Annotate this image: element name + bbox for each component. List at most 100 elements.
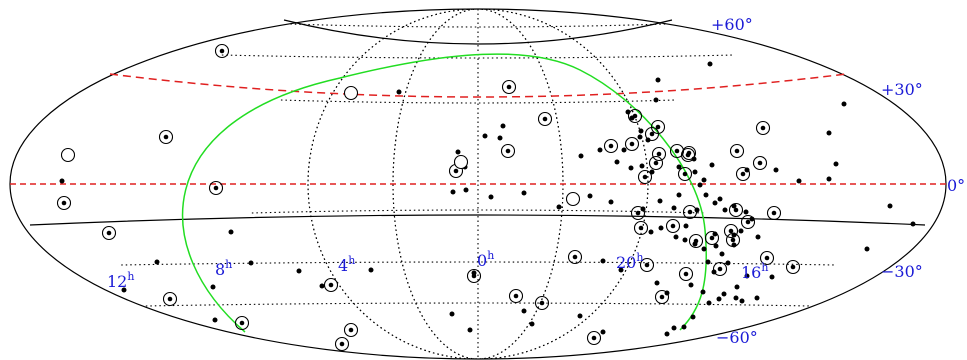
circled-source-ring-3 — [56, 195, 72, 211]
circled-source-ring-9 — [334, 336, 350, 352]
source-dot-48 — [744, 273, 750, 279]
source-dot-54 — [826, 176, 832, 182]
ra-label-20h: 20h — [616, 251, 643, 272]
source-dot-13 — [621, 147, 627, 153]
source-dot-50 — [769, 274, 775, 280]
source-dot-56 — [864, 246, 870, 252]
source-dot-47 — [734, 284, 740, 290]
circled-source-dot-46 — [683, 271, 689, 277]
circled-source-dot-44 — [764, 255, 770, 261]
source-dot-59 — [497, 135, 503, 141]
circled-source-dot-1 — [163, 134, 169, 140]
circled-source-dot-16 — [539, 300, 545, 306]
source-dot-38 — [701, 246, 707, 252]
circled-source-dot-42 — [730, 237, 736, 243]
source-dot-99 — [228, 229, 234, 235]
source-dot-60 — [500, 123, 506, 129]
source-dot-18 — [676, 164, 682, 170]
circled-source-dot-32 — [760, 125, 766, 131]
circled-source-ring-33 — [728, 202, 744, 218]
open-circle-source-1 — [343, 85, 359, 101]
source-dot-79 — [600, 258, 606, 264]
circled-source-ring-0 — [214, 43, 230, 59]
circled-source-ring-51 — [651, 146, 667, 162]
source-dot-3 — [653, 97, 659, 103]
circled-source-ring-28 — [680, 147, 696, 163]
source-dot-81 — [654, 280, 660, 286]
circled-source-ring-48 — [654, 289, 670, 305]
source-dot-19 — [692, 169, 698, 175]
source-dot-69 — [587, 193, 593, 199]
circled-source-dot-48 — [659, 294, 665, 300]
green-curve — [181, 53, 708, 333]
source-dot-53 — [796, 178, 802, 184]
source-dot-75 — [648, 229, 654, 235]
circled-source-dot-3 — [61, 200, 67, 206]
source-dot-25 — [717, 196, 723, 202]
source-dot-49 — [754, 295, 760, 301]
source-dot-22 — [697, 182, 703, 188]
circled-source-dot-38 — [670, 223, 676, 229]
source-dot-72 — [657, 198, 663, 204]
latitude-line-3 — [251, 209, 705, 214]
dec-label-3: −30° — [881, 262, 923, 281]
circled-source-dot-29 — [734, 148, 740, 154]
source-dot-85 — [716, 296, 722, 302]
source-dot-15 — [628, 165, 634, 171]
circled-source-dot-15 — [513, 293, 519, 299]
circled-source-dot-47 — [644, 262, 650, 268]
circled-source-ring-45 — [785, 259, 801, 275]
source-dot-108 — [210, 284, 216, 290]
circled-source-ring-27 — [677, 166, 693, 182]
source-dot-46 — [721, 291, 727, 297]
circled-source-dot-39 — [693, 238, 699, 244]
circled-source-ring-30 — [752, 155, 768, 171]
source-dot-92 — [577, 313, 583, 319]
source-dot-87 — [739, 298, 745, 304]
source-dot-4 — [841, 101, 847, 107]
source-dot-67 — [521, 190, 527, 196]
circled-source-dot-6 — [239, 320, 245, 326]
circled-source-ring-38 — [665, 218, 681, 234]
source-dot-95 — [467, 327, 473, 333]
circled-source-ring-34 — [766, 205, 782, 221]
circled-source-dot-37 — [635, 210, 641, 216]
source-dot-102 — [319, 283, 325, 289]
source-dot-61 — [455, 149, 461, 155]
source-dot-5 — [826, 130, 832, 136]
source-dot-8 — [645, 137, 651, 143]
circled-source-dot-2 — [213, 185, 219, 191]
latitude-line-1 — [221, 54, 735, 59]
source-dot-10 — [637, 134, 643, 140]
circled-source-ring-22 — [603, 138, 619, 154]
source-dot-24 — [712, 200, 718, 206]
source-markers — [56, 43, 916, 352]
source-dot-86 — [733, 295, 739, 301]
source-dot-23 — [703, 192, 709, 198]
source-dot-106 — [212, 317, 218, 323]
circled-source-dot-12 — [506, 84, 512, 90]
circled-source-ring-6 — [234, 315, 250, 331]
circled-source-ring-21 — [644, 126, 660, 142]
source-dot-52 — [773, 167, 779, 173]
source-dot-62 — [482, 133, 488, 139]
source-dot-43 — [705, 259, 711, 265]
circled-source-dot-34 — [771, 210, 777, 216]
circled-source-ring-36 — [682, 204, 698, 220]
circled-source-ring-26 — [681, 145, 697, 161]
source-dot-73 — [671, 205, 677, 211]
source-dot-74 — [676, 192, 682, 198]
source-dot-45 — [700, 289, 706, 295]
source-dot-83 — [688, 282, 694, 288]
source-dot-58 — [887, 203, 893, 209]
circled-source-ring-50 — [637, 169, 653, 185]
meridian-line-4 — [307, 8, 649, 360]
dec-label-1: +30° — [881, 80, 923, 99]
open-circle-source-0 — [60, 147, 76, 163]
circled-source-ring-32 — [755, 120, 771, 136]
circled-source-ring-40 — [704, 230, 720, 246]
circled-source-dot-30 — [757, 160, 763, 166]
latitude-line-0 — [290, 23, 666, 28]
circled-source-dot-49 — [638, 225, 644, 231]
circled-source-ring-44 — [759, 250, 775, 266]
